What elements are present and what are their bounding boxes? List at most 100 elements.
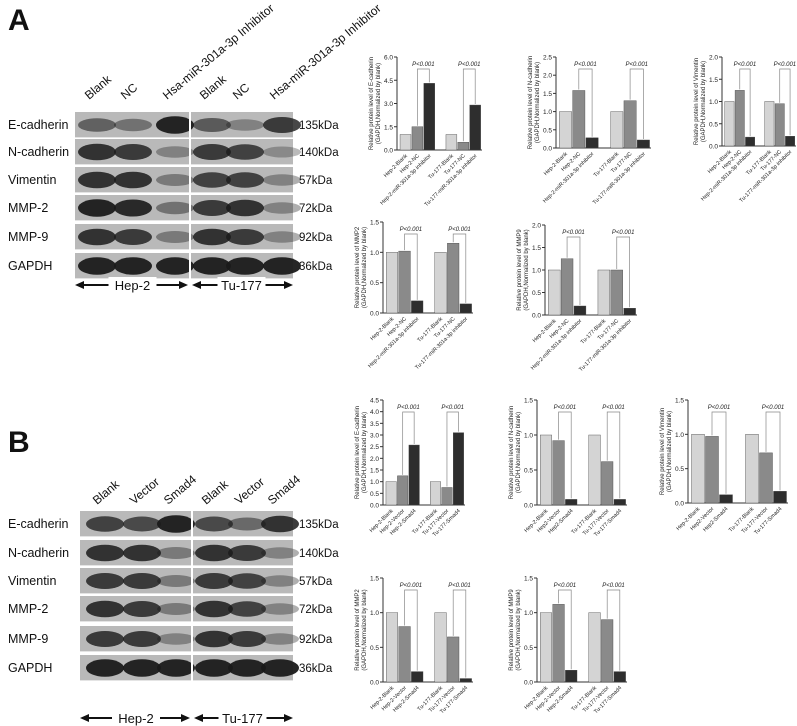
protein-label: MMP-9 <box>8 230 48 244</box>
blot-band <box>86 573 124 589</box>
blot-band <box>261 633 299 645</box>
p-value-label: P<0.001 <box>602 405 625 411</box>
significance-bracket <box>446 411 459 487</box>
blot-band <box>226 257 264 275</box>
blot-band <box>86 600 124 618</box>
y-axis-label: (GAPDH,Normalized by blank) <box>362 227 368 308</box>
bar-chart: 0.0 0.5 1.0 1.5 2.0 Relative protein level of… <box>517 223 637 373</box>
blot-band <box>157 547 195 559</box>
y-axis-label: (GAPDH,Normalized by blank) <box>701 61 707 142</box>
bar <box>398 250 411 314</box>
arrowhead-left-icon <box>80 714 89 722</box>
bar <box>724 101 735 147</box>
arrowhead-right-icon <box>181 714 190 722</box>
significance-bracket <box>578 68 593 137</box>
p-value-label: P<0.001 <box>762 405 785 411</box>
significance-bracket <box>711 411 727 494</box>
blot-band <box>226 172 264 188</box>
y-tick-label: 1.5 <box>524 576 533 583</box>
y-tick-label: 1.5 <box>370 220 379 227</box>
blot-band <box>226 229 264 245</box>
bar-chart: 0.0 0.5 1.0 1.5 2.0 2.5 Relative protein level… <box>528 55 651 206</box>
y-tick-label: 1.5 <box>384 124 393 131</box>
blot-band <box>193 118 231 132</box>
y-tick-label: 3.0 <box>370 433 379 440</box>
blot-band <box>123 544 161 562</box>
blot-band <box>114 257 152 275</box>
protein-label: MMP-2 <box>8 201 48 215</box>
significance-bracket <box>606 589 621 671</box>
y-tick-label: 2.0 <box>370 456 379 463</box>
significance-bracket <box>462 68 476 142</box>
bar <box>434 252 447 314</box>
blot-band <box>226 199 264 217</box>
significance-bracket <box>765 411 781 491</box>
x-tick-label: Hep-2-miR-301a-3p inhibitor <box>367 316 420 369</box>
bar <box>430 481 441 506</box>
blot-band <box>78 171 116 189</box>
blot-band <box>193 228 231 246</box>
bar <box>411 126 424 151</box>
arrowhead-right-icon <box>284 714 293 722</box>
y-tick-label: 0.0 <box>543 146 552 153</box>
blot-band <box>157 659 195 677</box>
blot-band <box>156 231 194 243</box>
blot-band <box>228 573 266 589</box>
blot-band <box>195 516 233 532</box>
bar <box>411 300 424 314</box>
blot-band <box>86 659 124 677</box>
bar <box>573 305 587 316</box>
blot-band <box>114 229 152 245</box>
lane-label: Blank <box>90 477 123 508</box>
bar <box>441 487 453 506</box>
y-axis-label: (GAPDH,Normalized by blank) <box>667 411 673 492</box>
y-tick-label: 1.5 <box>675 398 684 405</box>
y-tick-label: 1.5 <box>524 398 533 405</box>
bar <box>623 100 637 149</box>
blot-band <box>195 600 233 618</box>
y-axis-label: (GAPDH,Normalized by blank) <box>516 589 522 670</box>
blot-band <box>193 172 231 188</box>
y-tick-label: 0.0 <box>370 680 379 687</box>
y-tick-label: 0.5 <box>675 466 684 473</box>
y-tick-label: 0.5 <box>524 645 533 652</box>
bar <box>552 440 565 506</box>
significance-bracket <box>402 411 415 475</box>
lane-label: Hsa-miR-301a-3p Inhibitor <box>267 1 384 102</box>
significance-bracket <box>558 411 572 499</box>
bar <box>705 436 719 504</box>
bar <box>397 475 409 506</box>
blot-band <box>228 659 266 677</box>
bar-chart: 0.0 0.5 1.0 1.5 Relative protein level of N-… <box>509 398 627 538</box>
y-tick-label: 1.5 <box>370 468 379 475</box>
blot-band <box>86 631 124 647</box>
bar <box>540 612 553 683</box>
cell-line-bg <box>217 277 266 293</box>
cell-line-label: Tu-177 <box>221 278 262 293</box>
y-axis-label: Relative protein level of Vimentin <box>660 408 666 495</box>
lane-label: Vector <box>232 475 267 508</box>
size-label: 92kDa <box>299 634 333 646</box>
y-axis-label: Relative protein level of MMP2 <box>355 226 361 308</box>
bar <box>411 671 424 683</box>
y-tick-label: 0.0 <box>524 503 533 510</box>
p-value-label: P<0.001 <box>602 583 625 589</box>
y-tick-label: 1.0 <box>524 433 533 440</box>
blot-band <box>156 174 194 186</box>
y-tick-label: 0.0 <box>370 311 379 318</box>
protein-label: Vimentin <box>8 574 56 588</box>
bar-chart: 0.0 0.5 1.0 1.5 2.0 Relative protein level of… <box>694 55 796 205</box>
y-axis-label: Relative protein level of N-cadherin <box>528 56 534 149</box>
bar <box>457 142 469 151</box>
protein-label: E-cadherin <box>8 118 68 132</box>
bar <box>773 491 787 504</box>
lane-label: Blank <box>82 72 115 103</box>
blot-band <box>195 573 233 589</box>
blot-band <box>157 515 195 533</box>
protein-label: E-cadherin <box>8 517 68 531</box>
y-tick-label: 3.0 <box>384 101 393 108</box>
blot-band <box>156 201 194 215</box>
blot-band <box>228 601 266 617</box>
protein-label: N-cadherin <box>8 546 69 560</box>
blot-band <box>193 144 231 160</box>
